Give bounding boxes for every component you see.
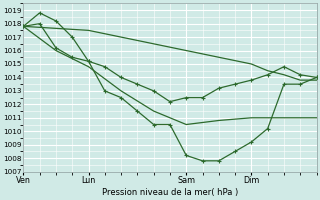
X-axis label: Pression niveau de la mer( hPa ): Pression niveau de la mer( hPa ) bbox=[102, 188, 238, 197]
